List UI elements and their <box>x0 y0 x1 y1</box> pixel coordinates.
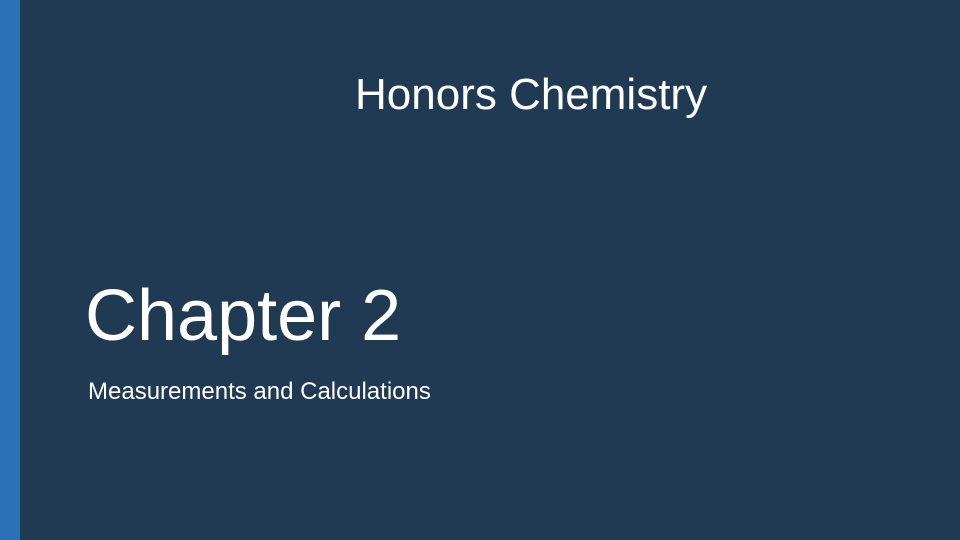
chapter-title: Chapter 2 <box>85 275 401 357</box>
subtitle: Measurements and Calculations <box>88 378 431 406</box>
accent-bar <box>0 0 20 540</box>
course-title: Honors Chemistry <box>355 70 707 120</box>
slide-content: Honors Chemistry Chapter 2 Measurements … <box>20 0 960 540</box>
slide-container: Honors Chemistry Chapter 2 Measurements … <box>0 0 960 540</box>
